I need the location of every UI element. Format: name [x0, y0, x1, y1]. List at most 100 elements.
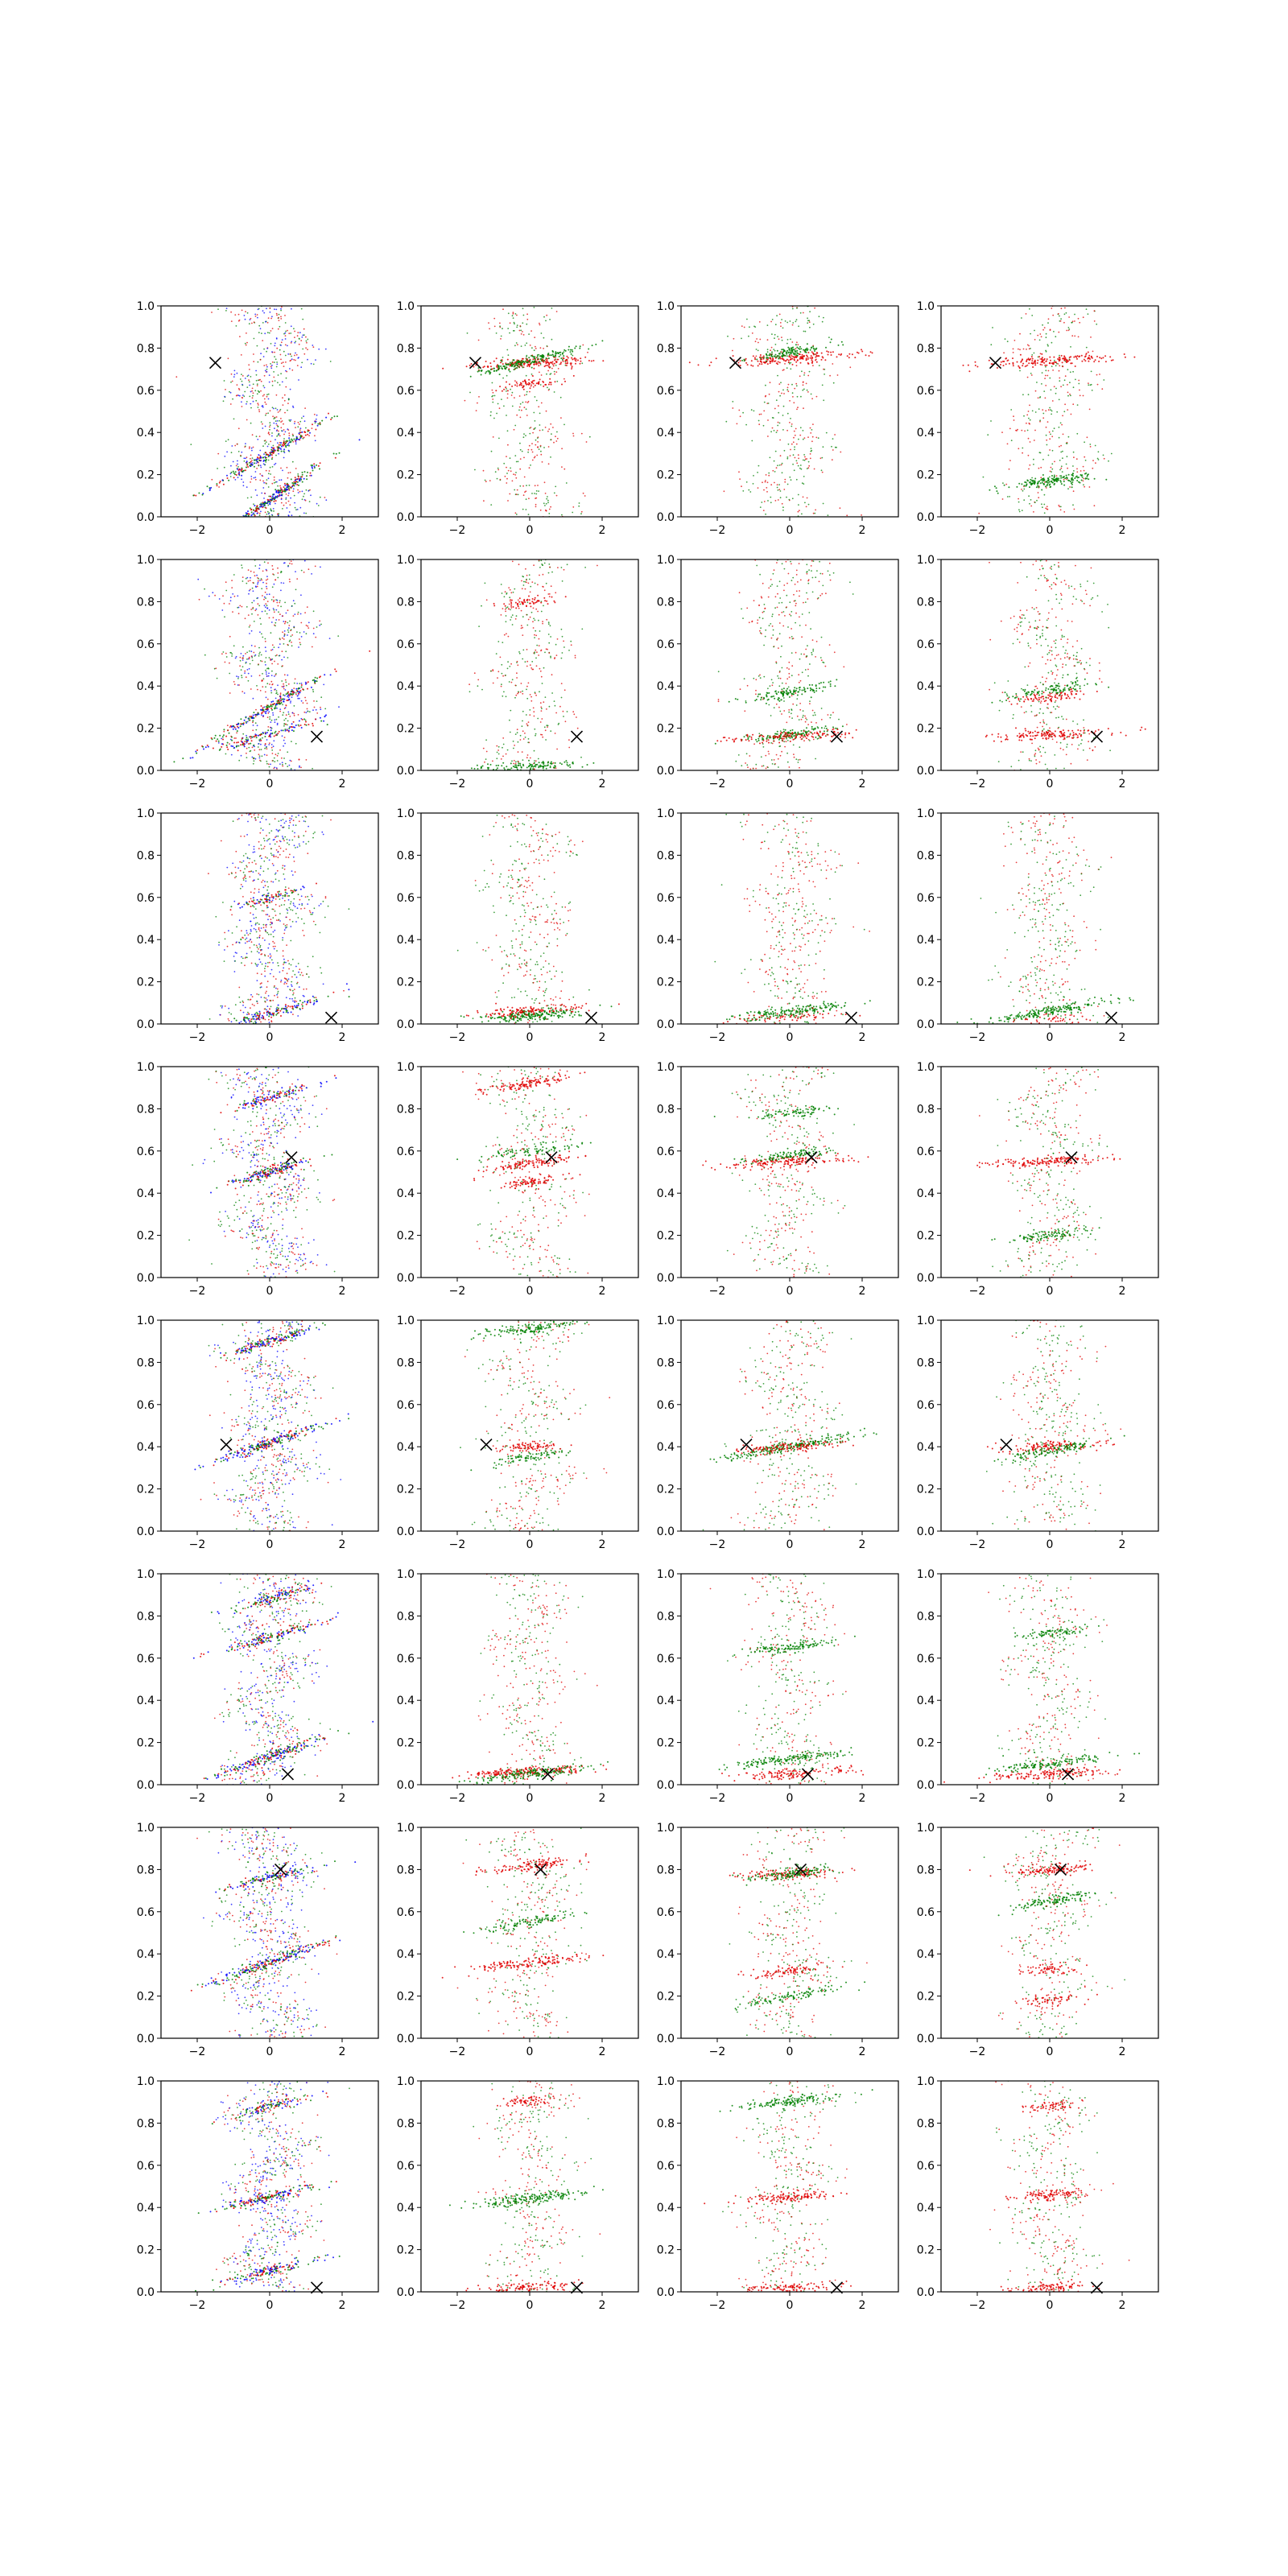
scatter-point-red — [229, 635, 231, 638]
scatter-point-green — [229, 672, 231, 675]
scatter-point-green — [285, 693, 287, 696]
scatter-point-red — [314, 565, 316, 568]
scatter-point-blue — [283, 456, 285, 459]
scatter-point-green — [485, 739, 487, 741]
scatter-point-green — [514, 424, 517, 427]
scatter-point-green — [1038, 486, 1040, 488]
scatter-point-red — [540, 402, 543, 404]
scatter-point-red — [547, 463, 550, 465]
scatter-point-blue — [265, 671, 267, 673]
scatter-point-green — [575, 345, 577, 348]
scatter-point-green — [511, 315, 514, 317]
scatter-point-red — [289, 563, 291, 564]
scatter-point-green — [291, 355, 292, 357]
scatter-point-red — [557, 368, 559, 369]
scatter-point-green — [312, 679, 314, 682]
scatter-point-red — [280, 427, 283, 429]
scatter-point-green — [564, 423, 565, 426]
scatter-point-red — [1049, 438, 1051, 440]
scatter-point-green — [244, 390, 246, 393]
scatter-point-red — [688, 361, 691, 364]
scatter-point-green — [287, 488, 290, 489]
scatter-point-red — [757, 487, 759, 489]
scatter-point-green — [497, 764, 500, 766]
scatter-point-green — [784, 354, 786, 357]
scatter-point-green — [270, 719, 273, 721]
scatter-point-green — [518, 409, 520, 411]
scatter-point-green — [547, 496, 548, 497]
scatter-point-green — [561, 580, 564, 582]
scatter-point-blue — [254, 477, 257, 478]
scatter-point-green — [543, 562, 546, 564]
scatter-point-red — [1071, 362, 1073, 365]
scatter-point-green — [258, 664, 259, 666]
scatter-point-red — [564, 689, 566, 691]
scatter-point-red — [473, 672, 476, 675]
scatter-point-blue — [320, 566, 321, 568]
scatter-point-green — [270, 499, 273, 502]
scatter-point-green — [283, 712, 285, 714]
scatter-point-green — [515, 615, 518, 617]
scatter-point-red — [264, 691, 266, 693]
scatter-point-green — [762, 424, 765, 427]
scatter-point-red — [602, 360, 605, 362]
scatter-point-red — [1059, 445, 1060, 448]
scatter-point-blue — [263, 596, 266, 598]
scatter-point-red — [492, 682, 494, 684]
scatter-point-red — [1088, 382, 1089, 384]
scatter-point-blue — [265, 733, 266, 735]
scatter-point-green — [519, 442, 521, 444]
scatter-point-green — [259, 651, 261, 654]
scatter-point-green — [1071, 321, 1073, 324]
scatter-point-green — [510, 467, 511, 469]
scatter-point-blue — [290, 325, 292, 328]
scatter-point-red — [272, 617, 275, 619]
scatter-point-red — [805, 382, 807, 385]
scatter-point-green — [526, 358, 528, 360]
scatter-point-red — [1090, 355, 1092, 357]
scatter-point-green — [1042, 478, 1044, 481]
scatter-point-red — [1059, 365, 1061, 367]
scatter-point-blue — [287, 729, 290, 732]
scatter-point-red — [248, 658, 250, 660]
scatter-point-red — [1053, 386, 1055, 388]
scatter-point-green — [272, 451, 275, 452]
scatter-point-red — [542, 573, 544, 576]
scatter-point-red — [1041, 358, 1042, 361]
scatter-point-green — [1038, 480, 1041, 482]
scatter-point-green — [1018, 482, 1021, 485]
scatter-point-blue — [224, 456, 226, 457]
scatter-point-green — [1023, 499, 1026, 502]
scatter-point-red — [222, 738, 224, 741]
scatter-point-blue — [264, 369, 266, 372]
scatter-point-green — [269, 705, 271, 708]
scatter-point-red — [739, 478, 741, 480]
scatter-point-green — [240, 455, 242, 457]
scatter-point-blue — [241, 474, 243, 477]
scatter-point-red — [251, 746, 254, 749]
scatter-point-red — [840, 451, 842, 453]
scatter-point-green — [496, 477, 498, 480]
scatter-point-red — [233, 477, 235, 479]
scatter-point-green — [316, 700, 318, 702]
scatter-point-red — [284, 335, 287, 336]
scatter-point-blue — [279, 763, 281, 765]
scatter-point-red — [571, 367, 573, 369]
scatter-point-green — [287, 766, 289, 767]
scatter-point-red — [227, 729, 229, 732]
scatter-point-green — [521, 360, 523, 362]
scatter-point-green — [563, 355, 565, 357]
scatter-point-green — [497, 467, 499, 469]
scatter-point-green — [473, 767, 476, 770]
scatter-point-red — [265, 412, 267, 415]
scatter-point-red — [756, 338, 758, 340]
scatter-point-red — [301, 476, 303, 478]
scatter-point-red — [830, 354, 832, 356]
scatter-point-green — [795, 350, 797, 353]
scatter-point-green — [290, 332, 292, 334]
scatter-point-green — [277, 693, 279, 696]
scatter-point-green — [1025, 481, 1027, 484]
scatter-point-green — [500, 584, 502, 585]
scatter-point-green — [781, 462, 783, 464]
scatter-point-green — [504, 367, 506, 369]
